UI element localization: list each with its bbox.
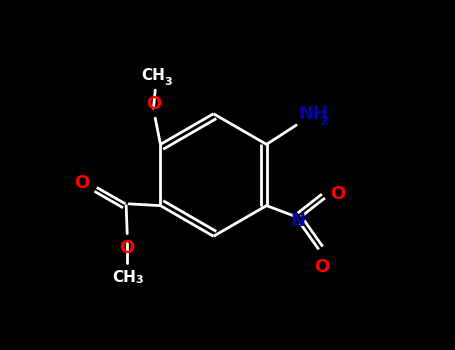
Text: 3: 3 — [135, 275, 143, 285]
Text: O: O — [146, 95, 161, 113]
Text: N: N — [291, 212, 306, 230]
Text: O: O — [331, 186, 346, 203]
Text: 2: 2 — [320, 115, 329, 128]
Text: O: O — [75, 174, 90, 192]
Text: O: O — [120, 239, 135, 257]
Text: CH: CH — [112, 270, 136, 285]
Text: O: O — [314, 258, 329, 276]
Text: CH: CH — [142, 68, 166, 83]
Text: 3: 3 — [165, 77, 172, 87]
Text: NH: NH — [298, 105, 328, 123]
